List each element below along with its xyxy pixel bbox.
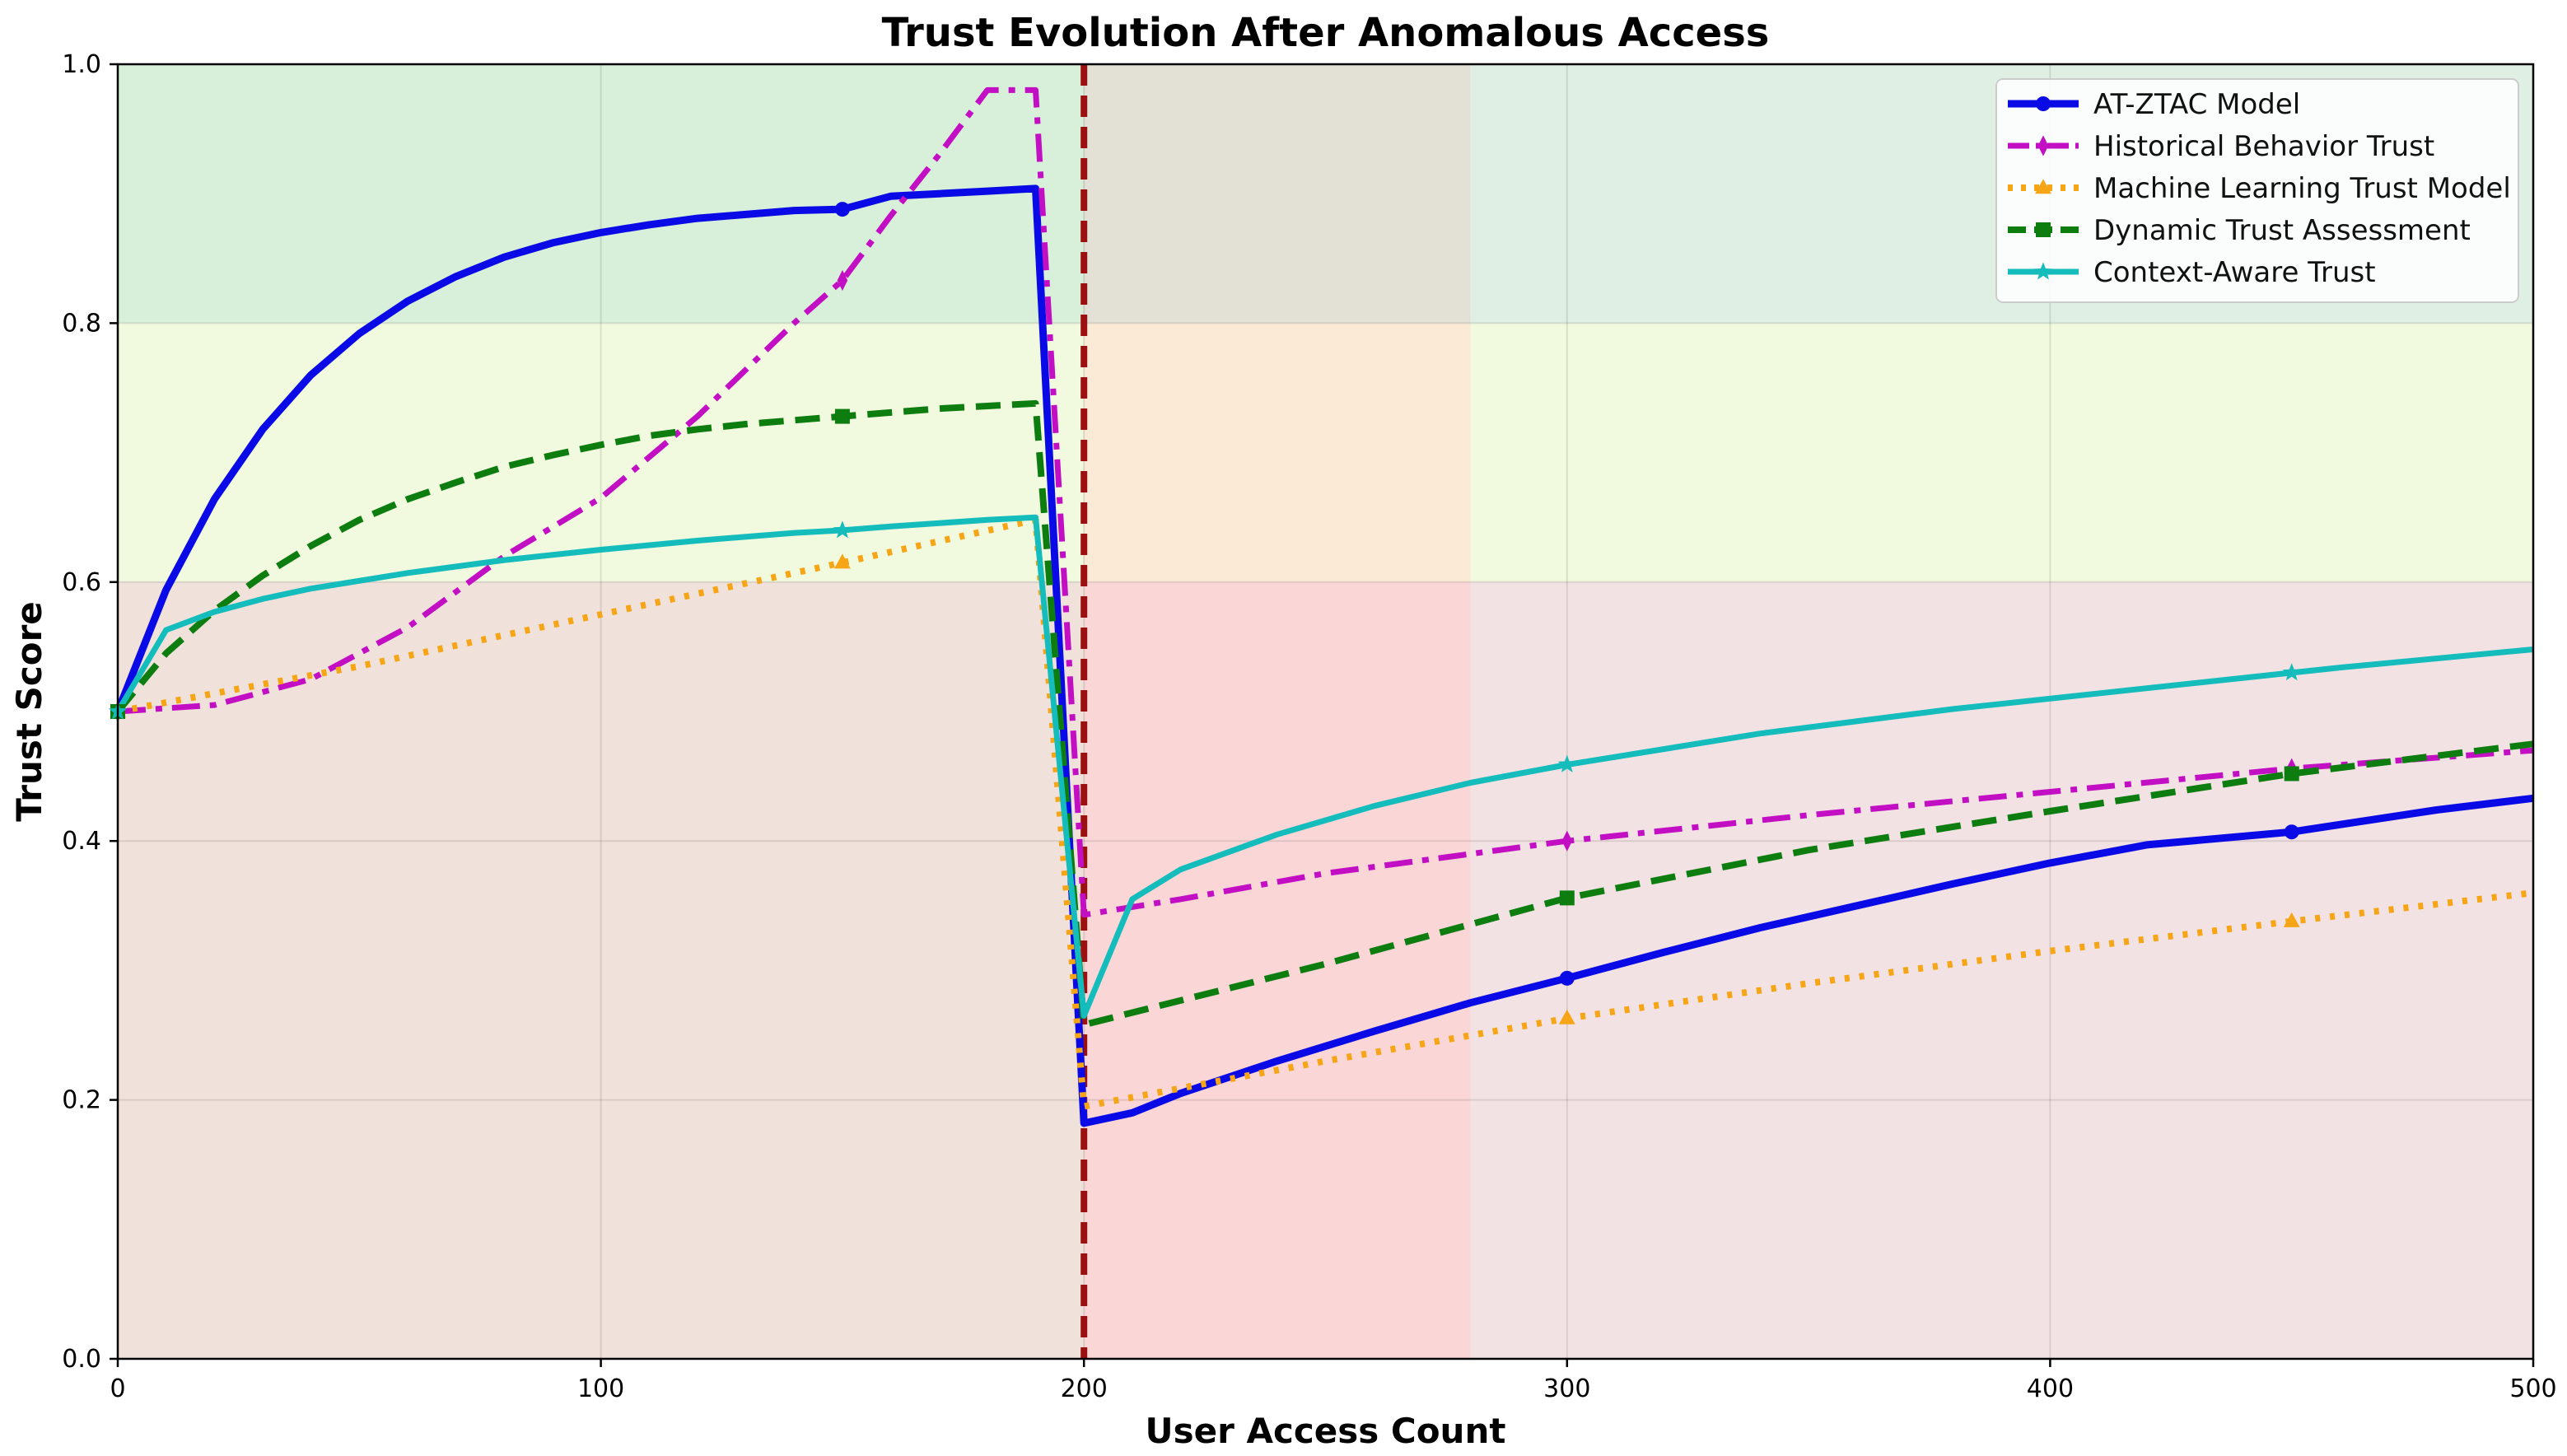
y-tick-label-0: 0.0 — [62, 1345, 101, 1374]
legend-label-4: Context-Aware Trust — [2093, 256, 2376, 289]
x-tick-label-2: 200 — [1061, 1374, 1108, 1403]
series-4-marker-3 — [2282, 663, 2301, 681]
series-line-2 — [117, 516, 2534, 1110]
series-line-3 — [114, 399, 2534, 1029]
y-tick-label-3: 0.6 — [62, 568, 101, 597]
legend-marker-3 — [2036, 222, 2051, 237]
series-1-marker-1 — [837, 269, 848, 292]
series-line-0 — [114, 184, 2534, 1127]
series-2-marker-2 — [1558, 1009, 1575, 1024]
legend-label-0: AT-ZTAC Model — [2093, 88, 2300, 121]
highlight-region-1 — [1084, 64, 1471, 324]
legend-marker-2 — [2035, 179, 2051, 194]
highlight-region-2 — [1084, 323, 1471, 582]
y-tick-label-2: 0.4 — [62, 827, 101, 856]
series-0-marker-1 — [834, 202, 850, 217]
x-tick-label-1: 100 — [577, 1374, 624, 1403]
legend-marker-1 — [2037, 135, 2049, 156]
axis-ticks: 0 100 200 300 400 500 0.0 0.2 0.4 0.6 0.8 1.0 — [62, 50, 2556, 1403]
series-1-marker-2 — [1561, 830, 1573, 852]
legend: AT-ZTAC Model Historical Behavior Trust Ma… — [1995, 78, 2519, 303]
legend-label-2: Machine Learning Trust Model — [2093, 172, 2511, 205]
y-tick-label-5: 1.0 — [62, 50, 101, 79]
series-4-marker-1 — [833, 520, 852, 539]
y-tick-label-1: 0.2 — [62, 1086, 101, 1115]
series-0-marker-2 — [1559, 970, 1575, 986]
series-0-marker-3 — [2284, 824, 2299, 840]
legend-marker-4 — [2033, 262, 2053, 280]
legend-marker-0 — [2036, 96, 2051, 111]
highlight-region-3 — [1084, 581, 1471, 1359]
x-tick-label-0: 0 — [110, 1374, 125, 1403]
legend-label-1: Historical Behavior Trust — [2093, 130, 2434, 163]
x-tick-label-5: 500 — [2509, 1374, 2556, 1403]
series-line-4 — [114, 514, 2534, 1019]
chart-title: Trust Evolution After Anomalous Access — [882, 10, 1770, 56]
series-3-marker-1 — [834, 408, 850, 424]
series-2-marker-1 — [834, 553, 851, 569]
plot-frame — [116, 63, 2535, 1360]
y-tick-label-4: 0.8 — [62, 309, 101, 338]
legend-box — [1995, 78, 2519, 303]
series-lines — [114, 86, 2534, 1127]
x-tick-label-3: 300 — [1543, 1374, 1590, 1403]
y-axis-label: Trust Score — [9, 601, 49, 822]
highlight-region-0 — [118, 581, 1085, 1359]
x-axis-label: User Access Count — [1146, 1411, 1506, 1451]
series-2-marker-3 — [2283, 912, 2300, 927]
series-line-1 — [117, 86, 2534, 918]
x-tick-label-4: 400 — [2027, 1374, 2074, 1403]
series-4-marker-2 — [1557, 754, 1576, 772]
legend-label-3: Dynamic Trust Assessment — [2093, 214, 2471, 247]
series-3-marker-3 — [2284, 766, 2299, 782]
series-3-marker-2 — [1559, 890, 1575, 906]
